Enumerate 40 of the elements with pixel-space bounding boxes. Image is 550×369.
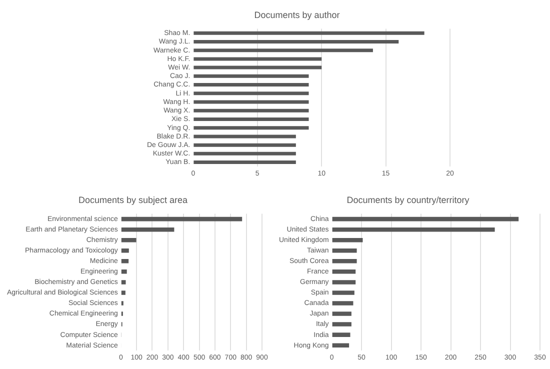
bar <box>121 216 242 222</box>
bar <box>121 290 126 295</box>
bar <box>332 216 519 222</box>
bar <box>332 343 350 348</box>
bar <box>121 280 126 284</box>
bar <box>194 66 322 70</box>
bar <box>121 270 127 274</box>
bar <box>194 152 296 156</box>
bar <box>194 160 296 164</box>
bar <box>194 74 309 78</box>
bar <box>194 83 309 87</box>
bar <box>194 126 309 130</box>
bar <box>194 48 373 52</box>
bar <box>332 248 357 253</box>
bar <box>332 270 356 274</box>
bar <box>194 134 296 138</box>
bar <box>194 117 309 121</box>
bar <box>194 143 296 147</box>
bar <box>194 40 399 44</box>
bar <box>332 332 350 337</box>
bar <box>332 227 495 232</box>
bar <box>121 248 129 253</box>
bar <box>194 92 309 96</box>
bar <box>332 322 352 326</box>
bar <box>194 57 322 61</box>
chart-title: Documents by country/territory <box>346 194 470 205</box>
bar <box>121 259 129 264</box>
bar <box>332 280 356 284</box>
chart-title: Documents by subject area <box>78 194 188 205</box>
bar <box>194 31 424 35</box>
bar <box>332 238 363 242</box>
bar <box>332 259 357 264</box>
bar <box>332 301 354 306</box>
bar <box>332 312 352 316</box>
bar <box>194 108 309 112</box>
bar <box>121 238 136 242</box>
bar <box>332 290 354 295</box>
bar <box>194 100 309 104</box>
bar <box>121 227 174 232</box>
chart-title: Documents by author <box>254 10 340 20</box>
